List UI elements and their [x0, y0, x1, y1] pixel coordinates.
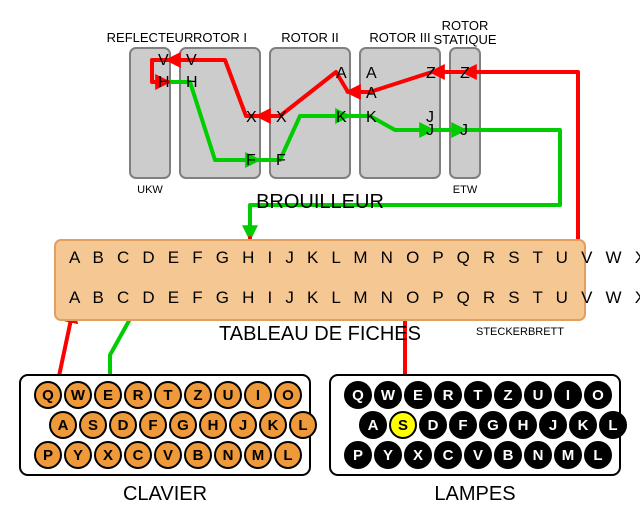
svg-text:O: O: [592, 387, 604, 404]
plugboard-row1: A B C D E F G H I J K L M N O P Q R S T …: [69, 248, 640, 267]
svg-text:X: X: [413, 447, 423, 464]
svg-text:J: J: [239, 417, 247, 434]
label-stecker: STECKERBRETT: [476, 326, 564, 338]
svg-text:A: A: [336, 65, 347, 82]
svg-text:J: J: [460, 122, 468, 139]
svg-text:M: M: [562, 447, 575, 464]
svg-text:I: I: [256, 387, 260, 404]
svg-text:F: F: [246, 152, 256, 169]
plugboard-row2: A B C D E F G H I J K L M N O P Q R S T …: [69, 288, 640, 307]
svg-text:M: M: [252, 447, 265, 464]
label-rotor3: ROTOR III: [369, 30, 430, 45]
label-statique: ROTOR: [442, 18, 489, 33]
svg-text:D: D: [118, 417, 129, 434]
svg-text:Y: Y: [383, 447, 393, 464]
svg-text:N: N: [533, 447, 544, 464]
svg-text:L: L: [298, 417, 307, 434]
svg-text:Q: Q: [352, 387, 364, 404]
svg-text:E: E: [413, 387, 423, 404]
svg-text:N: N: [223, 447, 234, 464]
svg-text:T: T: [473, 387, 482, 404]
svg-text:A: A: [366, 85, 377, 102]
svg-text:Y: Y: [73, 447, 83, 464]
svg-text:U: U: [223, 387, 234, 404]
refl-letter: H: [158, 74, 170, 91]
svg-text:S: S: [398, 417, 408, 434]
svg-text:L: L: [283, 447, 292, 464]
svg-text:V: V: [186, 52, 197, 69]
svg-text:V: V: [473, 447, 483, 464]
svg-text:Z: Z: [460, 65, 470, 82]
svg-text:G: G: [177, 417, 189, 434]
svg-text:B: B: [193, 447, 204, 464]
svg-text:B: B: [503, 447, 514, 464]
svg-text:G: G: [487, 417, 499, 434]
svg-text:Q: Q: [42, 387, 54, 404]
svg-text:K: K: [336, 109, 347, 126]
svg-text:A: A: [366, 65, 377, 82]
svg-text:Z: Z: [426, 65, 436, 82]
label-ukw: UKW: [137, 184, 163, 196]
svg-text:F: F: [458, 417, 467, 434]
label-brouilleur: BROUILLEUR: [256, 191, 384, 213]
label-reflecteur: REFLECTEUR: [107, 30, 194, 45]
svg-text:T: T: [163, 387, 172, 404]
label-statique2: STATIQUE: [433, 32, 496, 47]
label-rotor2: ROTOR II: [281, 30, 339, 45]
svg-text:P: P: [43, 447, 53, 464]
svg-text:U: U: [533, 387, 544, 404]
svg-text:P: P: [353, 447, 363, 464]
svg-text:Z: Z: [503, 387, 512, 404]
svg-text:X: X: [276, 109, 287, 126]
label-etw: ETW: [453, 184, 478, 196]
svg-text:K: K: [268, 417, 279, 434]
svg-text:F: F: [276, 152, 286, 169]
svg-text:C: C: [443, 447, 454, 464]
svg-text:A: A: [58, 417, 69, 434]
svg-text:H: H: [518, 417, 529, 434]
svg-text:L: L: [593, 447, 602, 464]
svg-text:S: S: [88, 417, 98, 434]
svg-text:H: H: [186, 74, 198, 91]
enigma-diagram: REFLECTEURROTOR IROTOR IIROTOR IIIROTORS…: [0, 0, 640, 524]
refl-letter: V: [158, 52, 169, 69]
svg-text:W: W: [381, 387, 396, 404]
svg-text:W: W: [71, 387, 86, 404]
svg-text:J: J: [549, 417, 557, 434]
svg-text:V: V: [163, 447, 173, 464]
svg-text:F: F: [148, 417, 157, 434]
svg-text:Z: Z: [193, 387, 202, 404]
label-lampes: LAMPES: [434, 483, 515, 505]
svg-text:X: X: [246, 109, 257, 126]
svg-text:C: C: [133, 447, 144, 464]
svg-text:R: R: [443, 387, 454, 404]
svg-text:K: K: [578, 417, 589, 434]
svg-text:D: D: [428, 417, 439, 434]
svg-text:A: A: [368, 417, 379, 434]
svg-text:O: O: [282, 387, 294, 404]
svg-text:X: X: [103, 447, 113, 464]
label-tableau: TABLEAU DE FICHES: [219, 323, 421, 345]
svg-text:J: J: [426, 122, 434, 139]
label-clavier: CLAVIER: [123, 483, 207, 505]
label-rotor1: ROTOR I: [193, 30, 247, 45]
svg-text:E: E: [103, 387, 113, 404]
svg-text:I: I: [566, 387, 570, 404]
svg-text:R: R: [133, 387, 144, 404]
svg-text:K: K: [366, 109, 377, 126]
svg-text:L: L: [608, 417, 617, 434]
svg-text:H: H: [208, 417, 219, 434]
